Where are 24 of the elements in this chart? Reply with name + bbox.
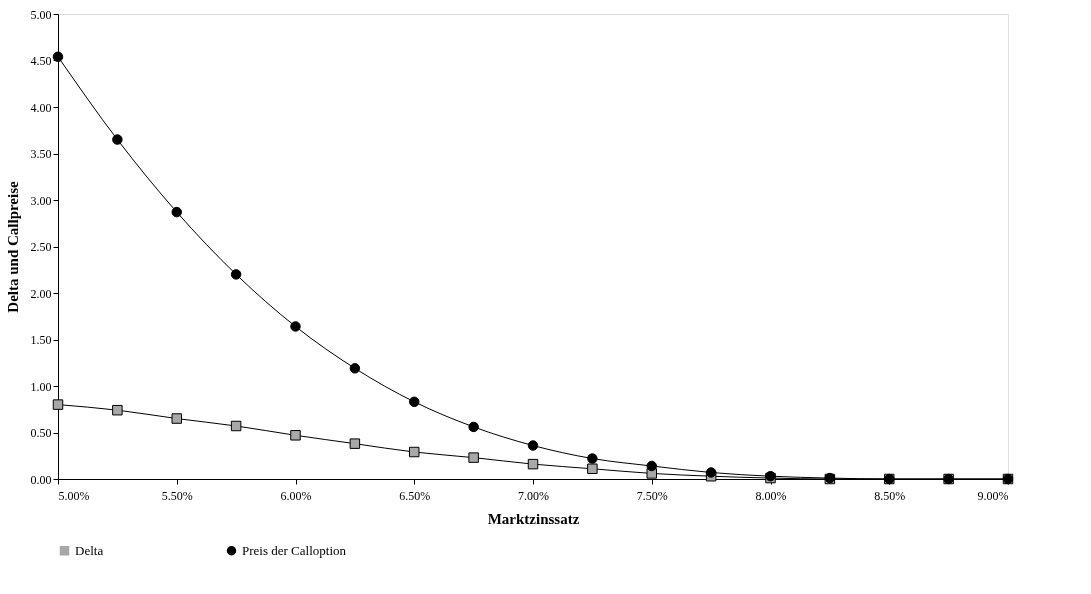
x-tick-label: 7.00% bbox=[518, 488, 549, 503]
y-tick-label: 3.00 bbox=[30, 193, 52, 208]
legend-label: Preis der Calloption bbox=[242, 542, 347, 558]
y-axis-title: Delta und Callpreise bbox=[4, 180, 21, 313]
y-tick-label: 2.50 bbox=[30, 240, 52, 254]
y-tick-label: 1.00 bbox=[30, 379, 52, 394]
y-tick-label: 4.50 bbox=[30, 54, 52, 68]
legend-label: Delta bbox=[75, 542, 104, 558]
x-tick-label: 5.50% bbox=[161, 488, 193, 503]
x-axis-title: Marktzinssatz bbox=[487, 510, 580, 527]
y-tick-label: 5.00 bbox=[30, 7, 52, 22]
y-tick-label: 1.50 bbox=[30, 333, 52, 347]
y-tick-label: 4.00 bbox=[30, 100, 52, 115]
x-tick-label: 8.50% bbox=[874, 488, 906, 503]
y-tick-label: 0.00 bbox=[30, 472, 52, 487]
x-tick-label: 6.00% bbox=[280, 488, 312, 503]
y-tick-label: 0.50 bbox=[30, 426, 52, 440]
x-tick-label: 5.00% bbox=[58, 488, 90, 503]
x-tick-label: 7.50% bbox=[636, 488, 668, 503]
x-tick-label: 6.50% bbox=[399, 488, 431, 503]
y-tick-label: 3.50 bbox=[30, 147, 52, 161]
y-tick-label: 2.00 bbox=[30, 286, 52, 301]
x-tick-label: 8.00% bbox=[755, 488, 787, 503]
x-tick-label: 9.00% bbox=[977, 488, 1009, 503]
